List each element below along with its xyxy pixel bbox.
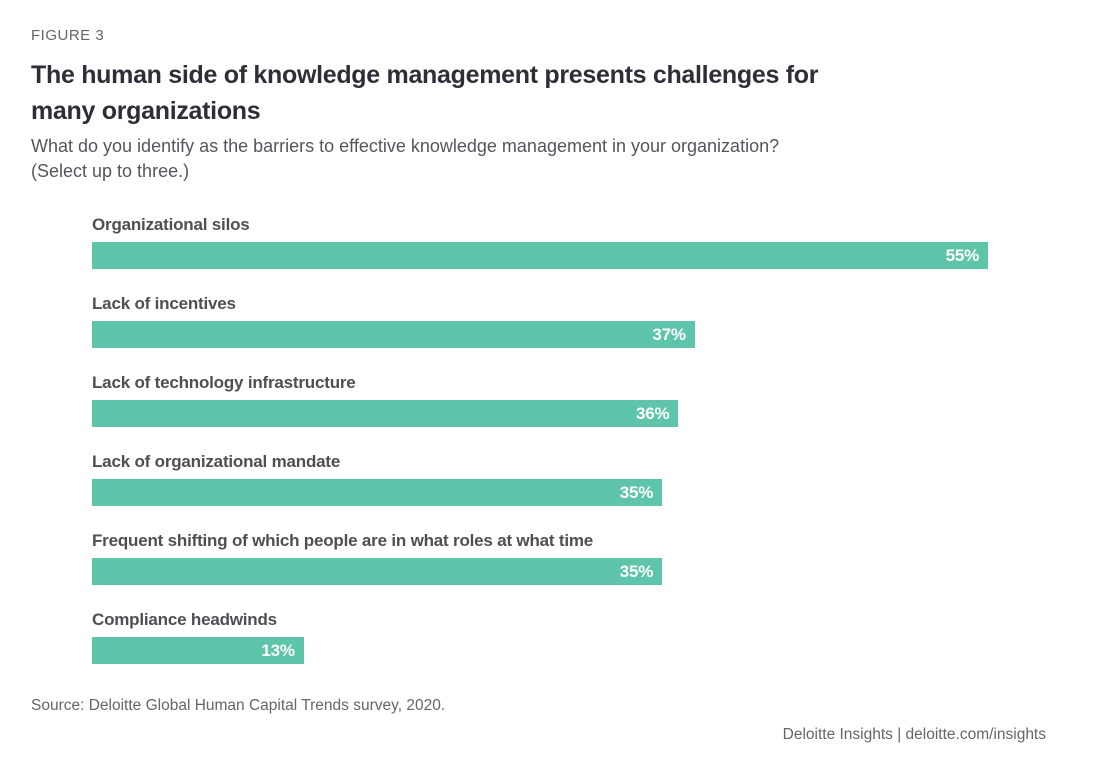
bar: 37% [92, 321, 695, 348]
bar: 35% [92, 479, 663, 506]
bar-category-label: Lack of incentives [92, 294, 236, 313]
bar-row: Organizational silos 55% [92, 215, 988, 269]
footer-branding: Deloitte Insights | deloitte.com/insight… [782, 726, 1046, 743]
bar: 35% [92, 558, 663, 585]
survey-question-line-2: (Select up to three.) [31, 161, 190, 181]
page-title-line-1: The human side of knowledge management p… [31, 61, 819, 89]
bar-row: Lack of incentives 37% [92, 294, 988, 348]
bar-row: Lack of organizational mandate 35% [92, 452, 988, 506]
figure-label: FIGURE 3 [31, 27, 105, 44]
bar: 36% [92, 400, 679, 427]
bar-category-label: Compliance headwinds [92, 610, 277, 629]
bar-value-label: 35% [619, 562, 654, 581]
bar-category-label: Lack of technology infrastructure [92, 373, 356, 392]
bar-value-label: 55% [945, 246, 980, 265]
bar-category-label: Lack of organizational mandate [92, 452, 341, 471]
bar-value-label: 13% [261, 641, 295, 660]
bar-value-label: 35% [619, 483, 654, 502]
bar: 13% [92, 637, 304, 664]
page-title: The human side of knowledge management p… [31, 57, 818, 129]
page-title-line-2: many organizations [31, 97, 261, 125]
source-note: Source: Deloitte Global Human Capital Tr… [31, 697, 446, 714]
survey-question-line-1: What do you identify as the barriers to … [31, 136, 780, 156]
bar-category-label: Frequent shifting of which people are in… [92, 531, 594, 550]
bar: 55% [92, 242, 988, 269]
bar-category-label: Organizational silos [92, 215, 250, 234]
bar-value-label: 36% [636, 404, 670, 423]
bar-row: Compliance headwinds 13% [92, 610, 988, 664]
bar-value-label: 37% [652, 325, 686, 344]
bar-chart: Organizational silos 55% Lack of incentive… [92, 215, 988, 689]
bar-row: Lack of technology infrastructure 36% [92, 373, 988, 427]
bar-row: Frequent shifting of which people are in… [92, 531, 988, 585]
survey-question: What do you identify as the barriers to … [31, 134, 779, 184]
